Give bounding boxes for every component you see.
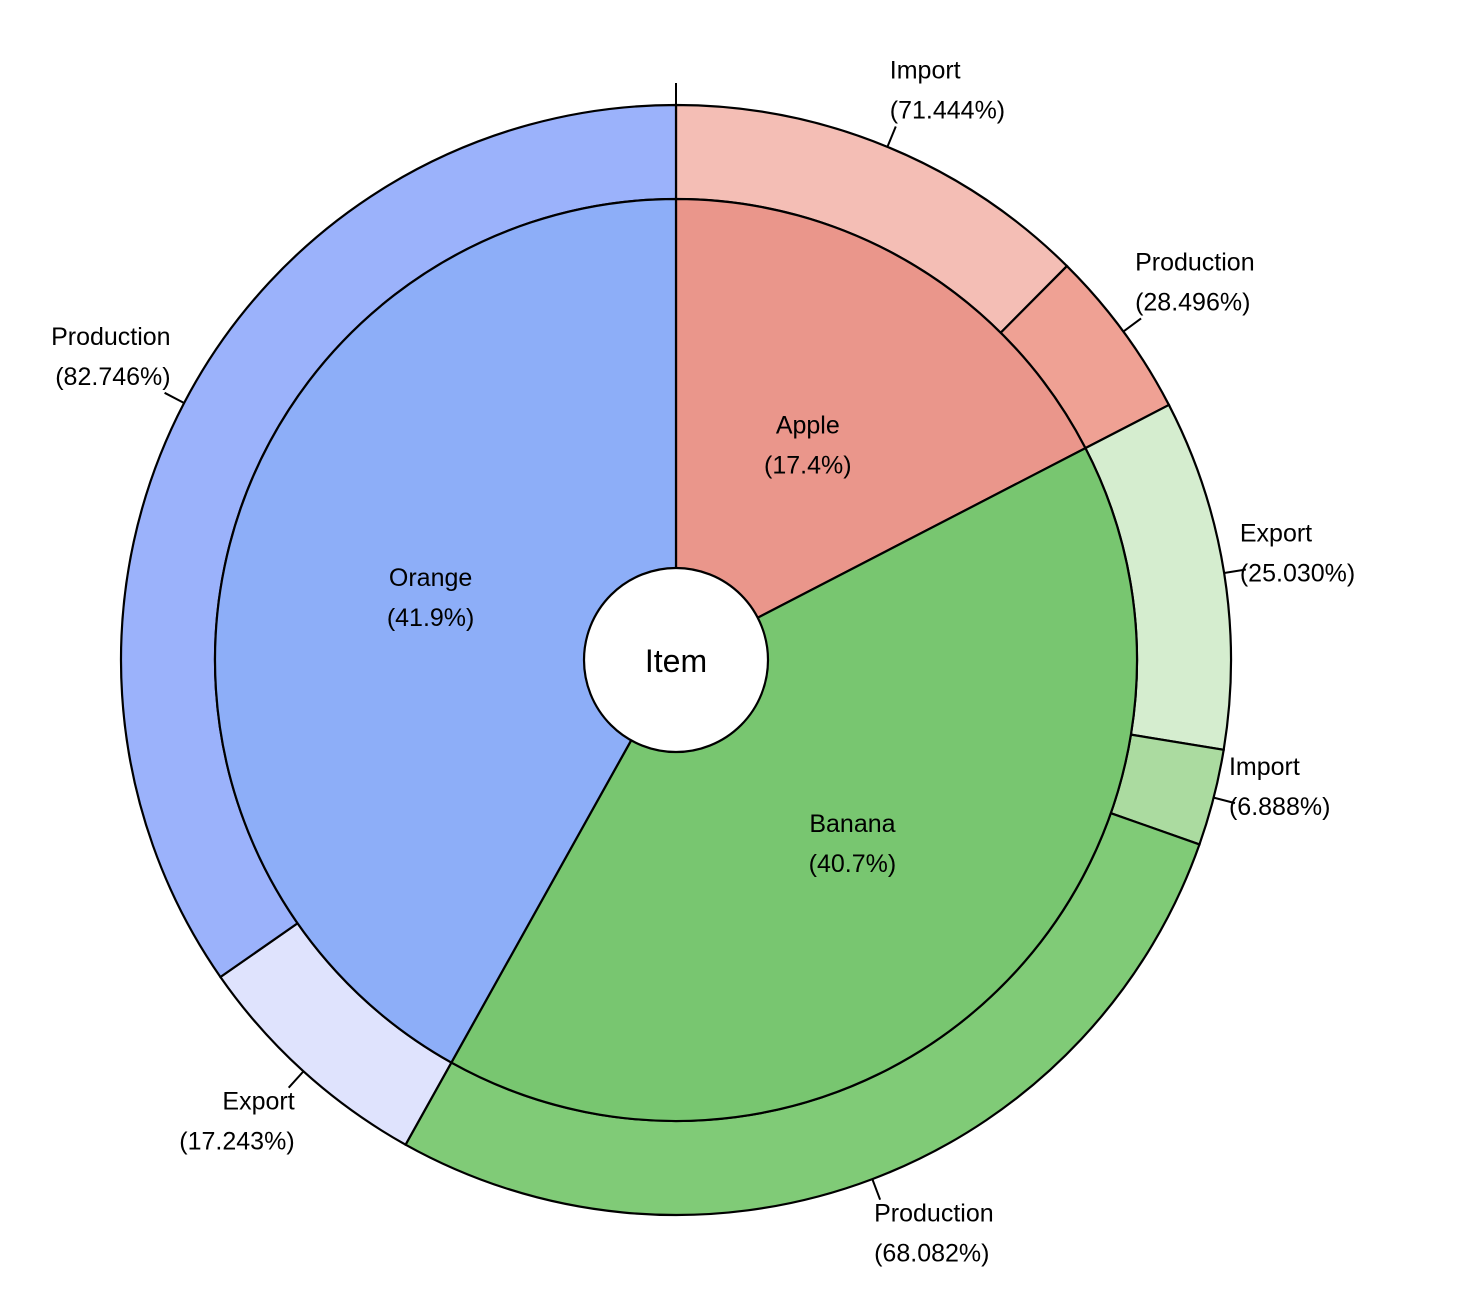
outer-pct-label-apple-import: (71.444%): [890, 96, 1005, 124]
leader-line-apple-production: [1122, 317, 1142, 333]
outer-pct-label-apple-production: (28.496%): [1135, 288, 1250, 316]
leader-line-banana-import: [1213, 796, 1236, 805]
leader-line-orange-export: [287, 1070, 305, 1089]
outer-label-orange-production: Production: [51, 323, 171, 351]
leader-line-banana-production: [871, 1178, 882, 1201]
leader-line-apple-import: [886, 126, 897, 148]
outer-label-apple-production: Production: [1135, 248, 1255, 276]
outer-label-banana-production: Production: [874, 1200, 994, 1228]
outer-label-banana-export: Export: [1240, 520, 1312, 548]
inner-pct-label-apple: (17.4%): [764, 451, 852, 479]
outer-pct-label-banana-export: (25.030%): [1240, 560, 1355, 588]
labels: Apple (17.4%) Banana (40.7%) Orange (41.9%) Im…: [51, 56, 1355, 1267]
outer-label-orange-export: Export: [222, 1088, 294, 1116]
outer-label-apple-import: Import: [890, 56, 961, 84]
inner-label-apple: Apple: [776, 411, 840, 439]
inner-ring: [213, 197, 1139, 1123]
outer-label-banana-import: Import: [1229, 753, 1300, 781]
outer-pct-label-banana-import: (6.888%): [1229, 793, 1330, 821]
inner-label-orange: Orange: [389, 564, 472, 592]
inner-pct-label-banana: (40.7%): [809, 850, 897, 878]
inner-pct-label-orange: (41.9%): [387, 604, 475, 632]
leader-line-banana-export: [1223, 568, 1247, 574]
center-label: Item: [645, 643, 707, 679]
inner-slice-banana: [449, 446, 1139, 1123]
outer-pct-label-orange-export: (17.243%): [179, 1128, 294, 1156]
center-hole: [582, 566, 770, 754]
outer-pct-label-banana-production: (68.082%): [874, 1240, 989, 1268]
inner-slice-orange: [213, 197, 678, 1065]
leader-line-orange-production: [164, 391, 185, 404]
inner-label-banana: Banana: [809, 810, 895, 838]
outer-pct-label-orange-production: (82.746%): [55, 363, 170, 391]
